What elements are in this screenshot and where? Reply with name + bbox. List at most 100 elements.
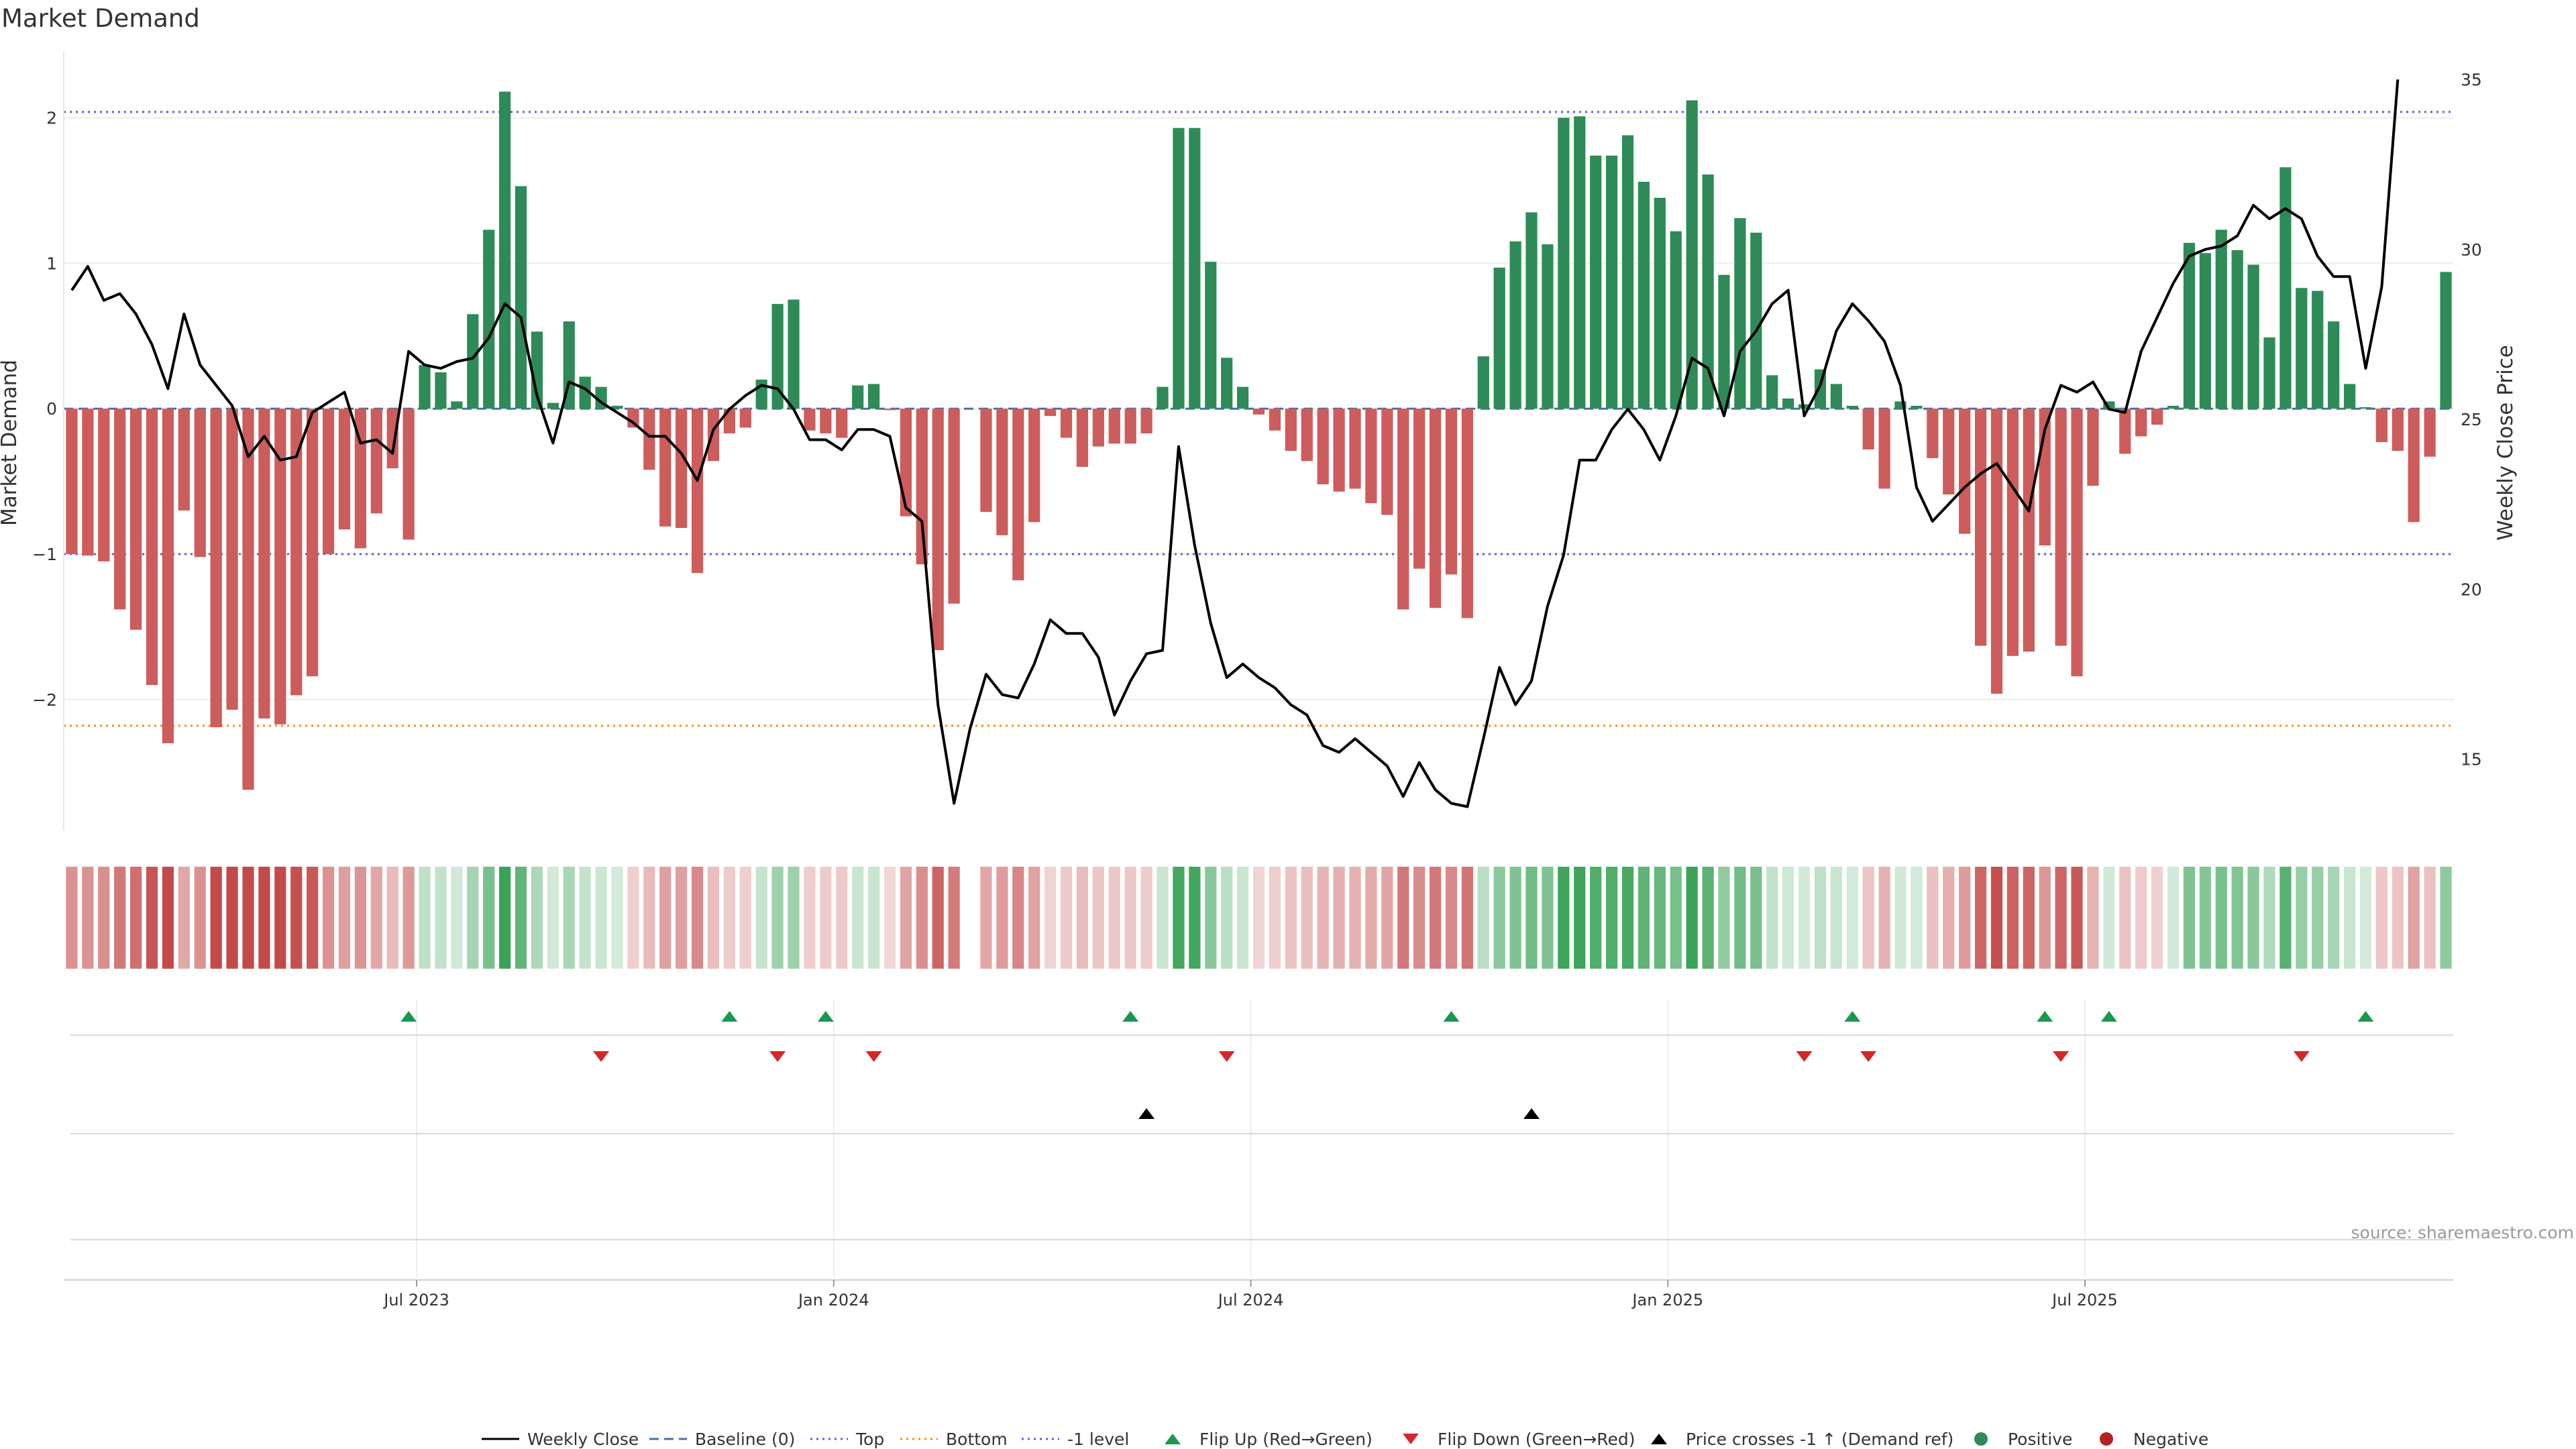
- flip-up-marker: [2100, 1011, 2117, 1022]
- demand-bar-positive: [579, 376, 591, 409]
- demand-bar-positive: [1205, 262, 1217, 409]
- demand-bar-positive: [1236, 386, 1249, 409]
- y-tick-left: −1: [32, 545, 57, 564]
- heat-cell-negative: [178, 867, 190, 969]
- heat-cell-negative: [194, 867, 206, 969]
- heat-cell-negative: [1349, 867, 1361, 969]
- y-tick-right: 25: [2461, 410, 2482, 429]
- demand-bar-positive: [419, 365, 431, 409]
- demand-bar-negative: [1990, 409, 2003, 694]
- demand-bar-negative: [274, 409, 286, 724]
- demand-bar-positive: [771, 304, 784, 409]
- demand-bar-negative: [1076, 409, 1089, 467]
- demand-bar-negative: [643, 409, 655, 470]
- demand-bar-positive: [1525, 212, 1538, 409]
- heat-cell-positive: [1221, 867, 1233, 969]
- heat-cell-negative: [1012, 867, 1024, 969]
- heat-cell-negative: [1959, 867, 1971, 969]
- heat-cell-positive: [2359, 867, 2372, 969]
- heat-cell-negative: [402, 867, 415, 969]
- flip-up-marker: [400, 1011, 417, 1022]
- y-tick-right: 20: [2461, 580, 2482, 599]
- demand-bar-positive: [1670, 231, 1682, 409]
- heat-cell-negative: [643, 867, 655, 969]
- heat-cell-positive: [852, 867, 864, 969]
- demand-bar-positive: [515, 186, 527, 409]
- heat-cell-positive: [1846, 867, 1858, 969]
- heat-cell-negative: [2087, 867, 2099, 969]
- demand-bar-negative: [1429, 409, 1442, 608]
- heat-cell-positive: [1205, 867, 1217, 969]
- x-tick-label: Jul 2025: [2051, 1291, 2118, 1309]
- demand-bar-negative: [1317, 409, 1329, 484]
- heat-cell-negative: [2055, 867, 2067, 969]
- heat-cell-positive: [451, 867, 463, 969]
- demand-bar-negative: [1092, 409, 1104, 447]
- heat-cell-negative: [2375, 867, 2388, 969]
- demand-bar-negative: [1974, 409, 1987, 646]
- heat-cell-negative: [1317, 867, 1329, 969]
- price-cross-marker: [1138, 1108, 1155, 1119]
- legend-label: Baseline (0): [695, 1430, 795, 1449]
- demand-bar-positive: [1509, 241, 1521, 409]
- heat-cell-negative: [1381, 867, 1393, 969]
- demand-bar-positive: [1911, 405, 1923, 409]
- demand-bar-negative: [98, 409, 110, 561]
- legend-label: -1 level: [1067, 1430, 1129, 1449]
- heat-cell-positive: [1686, 867, 1698, 969]
- price-cross-marker: [1523, 1108, 1540, 1119]
- demand-bar-positive: [1590, 155, 1602, 409]
- demand-bar-negative: [739, 409, 751, 428]
- x-axis-ticks: Jul 2023 Jan 2024 Jul 2024 Jan 2025 Jul 2025: [382, 1280, 2118, 1309]
- heat-cell-negative: [307, 867, 319, 969]
- demand-bar-positive: [1830, 384, 1842, 409]
- heat-cell-positive: [531, 867, 543, 969]
- demand-bar-positive: [2183, 243, 2196, 409]
- heat-cell-negative: [1927, 867, 1939, 969]
- demand-bar-positive: [483, 229, 495, 409]
- heat-cell-positive: [1525, 867, 1538, 969]
- heat-cell-positive: [1894, 867, 1907, 969]
- heat-cell-positive: [1814, 867, 1827, 969]
- heat-cell-negative: [948, 867, 960, 969]
- demand-bar-negative: [1397, 409, 1409, 610]
- heat-cell-negative: [242, 867, 254, 969]
- demand-bar-negative: [1862, 409, 1874, 449]
- y-tick-left: −2: [32, 690, 57, 710]
- legend-label: Flip Down (Green→Red): [1438, 1430, 1635, 1449]
- heat-cell-positive: [2343, 867, 2356, 969]
- heat-cell-positive: [1798, 867, 1811, 969]
- heat-cell-negative: [1397, 867, 1409, 969]
- heat-cell-positive: [2167, 867, 2180, 969]
- demand-bar-positive: [2343, 384, 2356, 409]
- heat-cell-positive: [2103, 867, 2115, 969]
- demand-bar-negative: [916, 409, 928, 565]
- demand-bar-negative: [948, 409, 960, 604]
- flip-up-marker: [817, 1011, 834, 1022]
- demand-bar-positive: [1542, 244, 1554, 409]
- heat-cell-positive: [483, 867, 495, 969]
- heat-cell-negative: [1076, 867, 1089, 969]
- demand-bar-negative: [2408, 409, 2420, 523]
- heat-cell-negative: [162, 867, 174, 969]
- heat-cell-negative: [66, 867, 78, 969]
- demand-bar-negative: [194, 409, 206, 557]
- heat-cell-negative: [338, 867, 351, 969]
- flip-up-marker: [721, 1011, 738, 1022]
- demand-bar-negative: [402, 409, 415, 540]
- flip-up-marker: [1844, 1011, 1861, 1022]
- heat-cell-negative: [129, 867, 142, 969]
- heat-cell-negative: [1092, 867, 1104, 969]
- heat-cell-negative: [707, 867, 720, 969]
- heat-cell-positive: [563, 867, 575, 969]
- flip-down-marker: [593, 1051, 610, 1062]
- heat-cell-positive: [771, 867, 784, 969]
- heat-cell-negative: [1140, 867, 1152, 969]
- legend-label: Bottom: [946, 1430, 1008, 1449]
- heat-cell-positive: [595, 867, 607, 969]
- demand-bar-negative: [1012, 409, 1024, 581]
- heat-cell-negative: [1028, 867, 1040, 969]
- legend-label: Flip Up (Red→Green): [1199, 1430, 1373, 1449]
- flip-up-marker: [1443, 1011, 1460, 1022]
- demand-bar-negative: [1060, 409, 1073, 438]
